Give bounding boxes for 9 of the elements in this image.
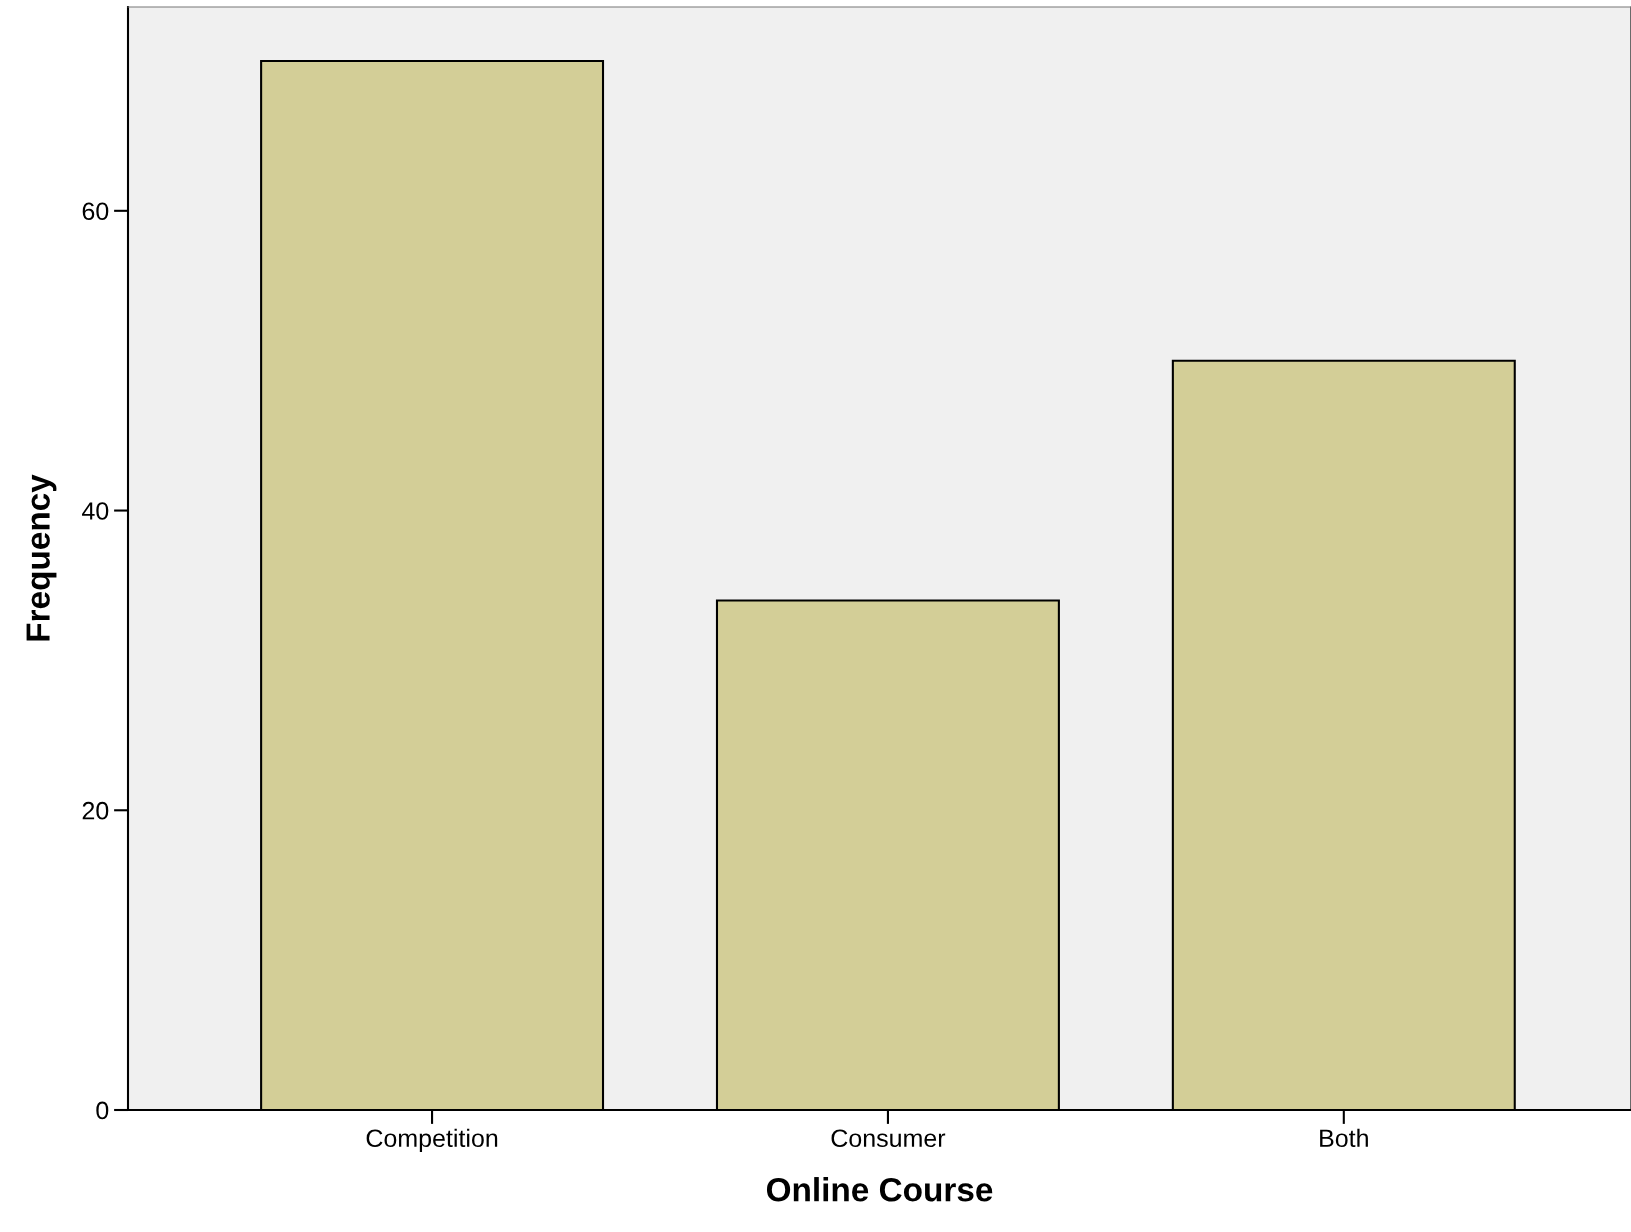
y-tick-label: 40 <box>82 502 109 520</box>
x-tick-label: Both <box>1320 1128 1368 1148</box>
y-axis-title: Frequency <box>26 474 57 641</box>
y-tick-label: 60 <box>82 202 109 221</box>
y-tick-label: 20 <box>82 801 109 820</box>
x-tick-label: Competition <box>366 1128 498 1153</box>
y-tick-label: 0 <box>96 1101 109 1120</box>
x-tick-label: Consumer <box>831 1129 946 1148</box>
x-axis-title: Online Course <box>766 1177 993 1202</box>
